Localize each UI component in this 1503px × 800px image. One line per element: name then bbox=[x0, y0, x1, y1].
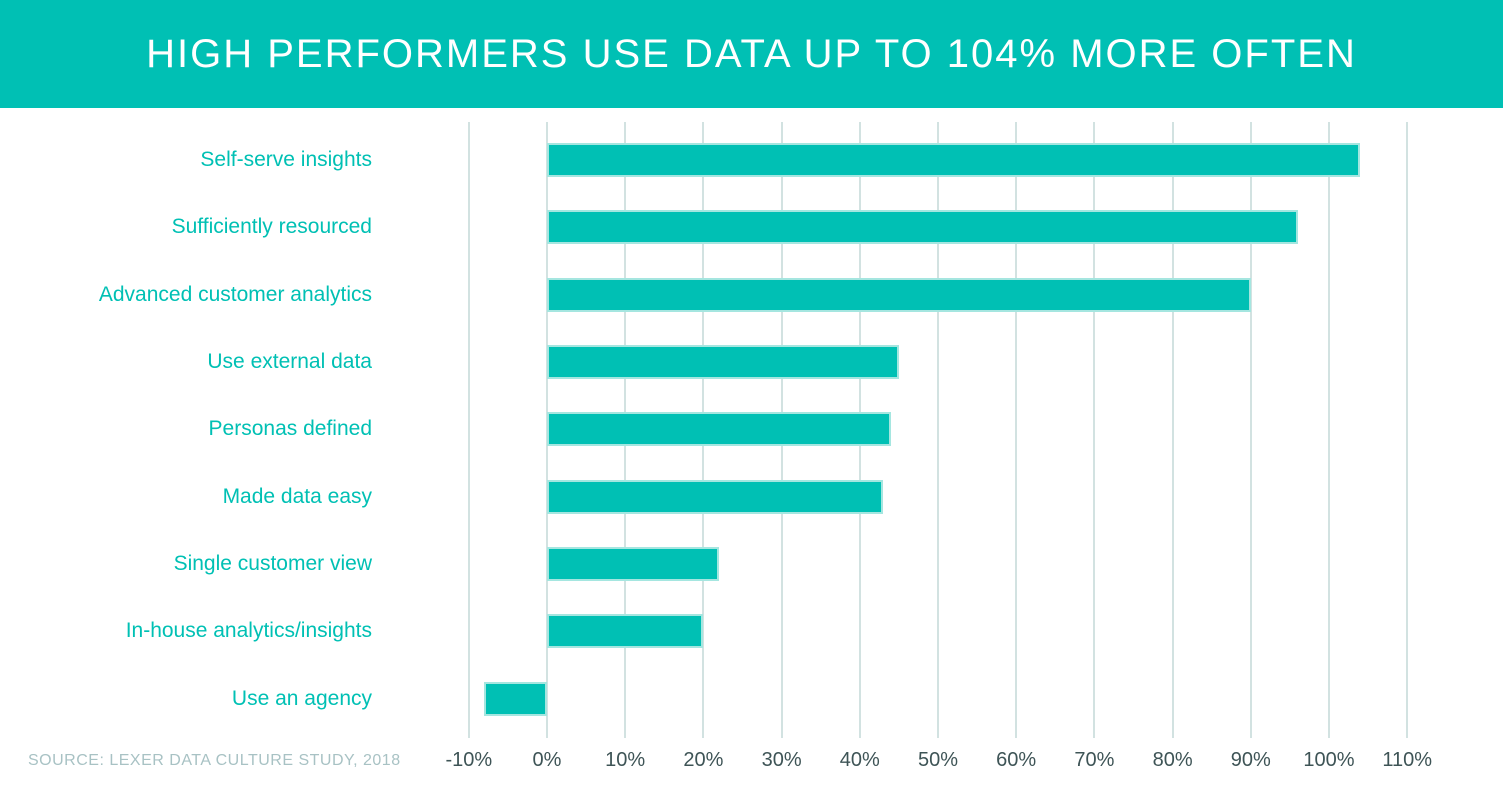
x-axis-tick-label: 30% bbox=[761, 749, 802, 771]
bar bbox=[547, 142, 1361, 177]
gridline bbox=[1015, 122, 1018, 738]
category-label: Use external data bbox=[207, 349, 372, 373]
x-axis-tick-label: 40% bbox=[839, 749, 880, 771]
gridline bbox=[1328, 122, 1330, 738]
x-axis-tick-label: -10% bbox=[445, 749, 493, 771]
category-label: Advanced customer analytics bbox=[98, 282, 372, 306]
chart-title: HIGH PERFORMERS USE DATA UP TO 104% MORE… bbox=[146, 31, 1357, 76]
x-axis-tick-label: 10% bbox=[605, 749, 646, 771]
category-label: Use an agency bbox=[231, 686, 372, 710]
header-banner: HIGH PERFORMERS USE DATA UP TO 104% MORE… bbox=[0, 0, 1503, 108]
bar bbox=[484, 681, 547, 716]
x-axis-tick-label: 70% bbox=[1074, 749, 1115, 771]
category-label: Sufficiently resourced bbox=[171, 215, 372, 239]
x-axis-tick-label: 100% bbox=[1303, 749, 1355, 771]
x-axis-tick-label: 0% bbox=[532, 749, 562, 771]
category-label: Self-serve insights bbox=[200, 147, 372, 171]
gridline bbox=[1171, 122, 1174, 738]
category-label: Made data easy bbox=[222, 484, 372, 508]
x-axis-tick-label: 20% bbox=[683, 749, 724, 771]
category-label: Personas defined bbox=[208, 417, 372, 441]
gridline bbox=[1093, 122, 1096, 738]
gridline bbox=[1249, 122, 1252, 738]
x-axis-tick-label: 110% bbox=[1382, 749, 1433, 771]
bar bbox=[547, 546, 720, 581]
x-axis-tick-label: 60% bbox=[996, 749, 1037, 771]
category-label: In-house analytics/insights bbox=[125, 619, 372, 643]
source-note: SOURCE: LEXER DATA CULTURE STUDY, 2018 bbox=[28, 752, 401, 769]
bar bbox=[547, 614, 704, 649]
bar bbox=[547, 210, 1298, 245]
gridline bbox=[937, 122, 939, 738]
bar bbox=[547, 344, 899, 379]
bar bbox=[547, 479, 884, 514]
x-axis-tick-label: 50% bbox=[917, 749, 959, 771]
gridline bbox=[467, 122, 470, 738]
bar bbox=[547, 277, 1251, 312]
x-axis-tick-label: 80% bbox=[1152, 749, 1193, 771]
category-label: Single customer view bbox=[173, 551, 372, 575]
x-axis-tick-label: 90% bbox=[1230, 749, 1271, 771]
bar bbox=[547, 412, 892, 447]
gridline bbox=[1406, 122, 1409, 738]
